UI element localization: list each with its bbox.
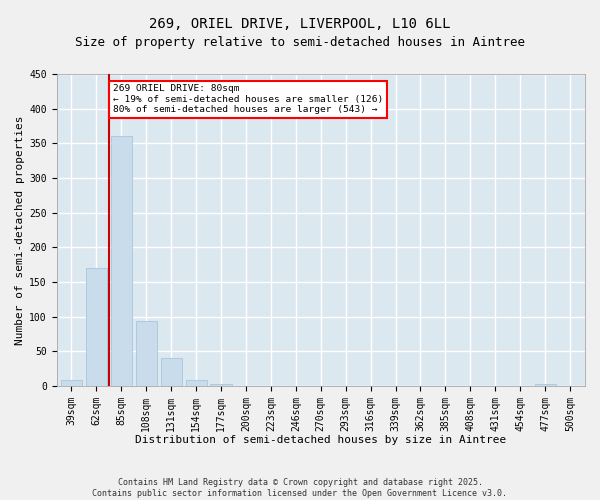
Text: 269 ORIEL DRIVE: 80sqm
← 19% of semi-detached houses are smaller (126)
80% of se: 269 ORIEL DRIVE: 80sqm ← 19% of semi-det… — [113, 84, 383, 114]
Bar — [185, 380, 207, 386]
Bar — [161, 358, 182, 386]
Text: 269, ORIEL DRIVE, LIVERPOOL, L10 6LL: 269, ORIEL DRIVE, LIVERPOOL, L10 6LL — [149, 18, 451, 32]
Bar — [136, 322, 157, 386]
Bar — [211, 384, 232, 386]
Bar — [111, 136, 132, 386]
Text: Contains HM Land Registry data © Crown copyright and database right 2025.
Contai: Contains HM Land Registry data © Crown c… — [92, 478, 508, 498]
Y-axis label: Number of semi-detached properties: Number of semi-detached properties — [15, 115, 25, 344]
Bar — [86, 268, 107, 386]
Bar — [535, 384, 556, 386]
X-axis label: Distribution of semi-detached houses by size in Aintree: Distribution of semi-detached houses by … — [135, 435, 506, 445]
Bar — [61, 380, 82, 386]
Text: Size of property relative to semi-detached houses in Aintree: Size of property relative to semi-detach… — [75, 36, 525, 49]
